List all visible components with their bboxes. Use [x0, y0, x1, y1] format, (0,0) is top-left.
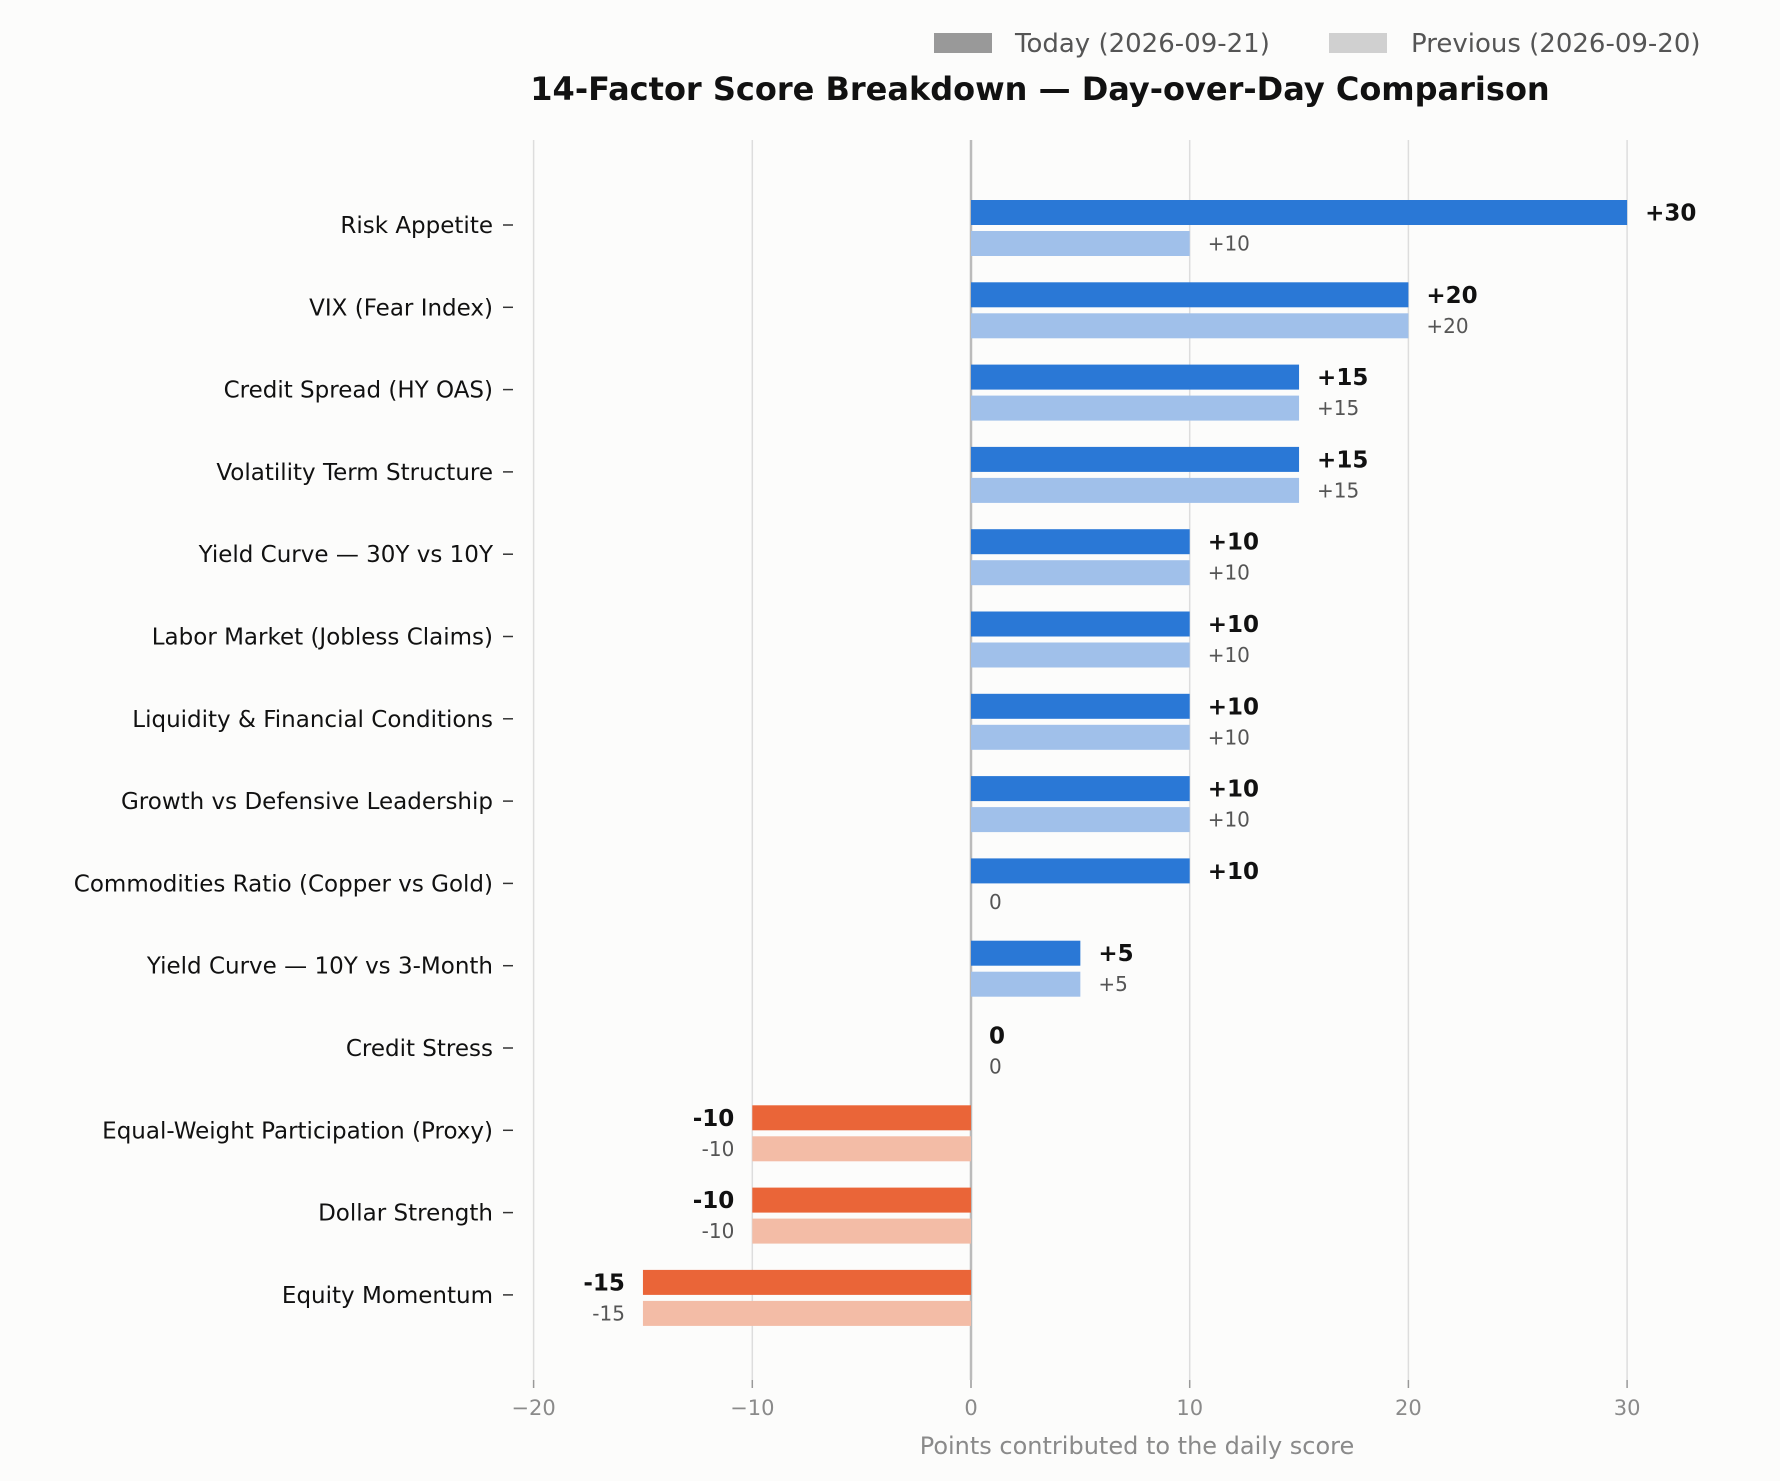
data-label-today: -15: [583, 1270, 625, 1296]
bar-today: [971, 611, 1190, 637]
bar-today: [971, 364, 1300, 390]
data-label-previous: +15: [1317, 396, 1359, 420]
bar-today: [752, 1105, 971, 1131]
bar-today: [642, 1269, 971, 1295]
bar-previous: [971, 724, 1190, 750]
data-label-today: +5: [1098, 941, 1133, 967]
data-label-today: +10: [1208, 777, 1259, 803]
x-tick-label: 30: [1614, 1396, 1641, 1420]
data-label-previous: -10: [702, 1137, 735, 1161]
x-tick-label: 10: [1176, 1396, 1203, 1420]
y-tick-label: Equity Momentum: [282, 1283, 493, 1309]
data-label-today: +10: [1208, 694, 1259, 720]
data-labels: +30 +10 +20 +20 +15 +15 +15 +15 +10 +10 +10 +10 +10 +…: [583, 201, 1696, 1326]
y-tick-label: Yield Curve — 30Y vs 10Y: [198, 542, 494, 568]
data-label-previous: +10: [1208, 808, 1250, 832]
data-label-previous: +10: [1208, 643, 1250, 667]
y-tick-label: Growth vs Defensive Leadership: [121, 789, 493, 815]
data-label-today: +10: [1208, 612, 1259, 638]
y-tick-label: Liquidity & Financial Conditions: [132, 707, 493, 733]
data-label-previous: +20: [1426, 314, 1468, 338]
chart-title: 14-Factor Score Breakdown — Day-over-Day…: [530, 70, 1549, 108]
x-tick-label: −20: [511, 1396, 555, 1420]
bar-previous: [971, 642, 1190, 668]
bar-previous: [971, 807, 1190, 833]
data-label-today: +15: [1317, 365, 1368, 391]
legend-swatch-today: [934, 33, 992, 53]
data-label-today: 0: [989, 1024, 1005, 1050]
data-label-today: +15: [1317, 447, 1368, 473]
y-tick-label: Yield Curve — 10Y vs 3-Month: [146, 954, 493, 980]
bar-today: [971, 446, 1300, 472]
bar-previous: [752, 1136, 971, 1162]
y-axis-ticks: Risk Appetite VIX (Fear Index) Credit Spre…: [74, 213, 513, 1309]
bar-today: [971, 940, 1081, 966]
data-label-previous: -10: [702, 1219, 735, 1243]
bar-previous: [971, 313, 1409, 339]
bar-today: [971, 529, 1190, 555]
bar-today: [971, 282, 1409, 308]
data-label-today: +30: [1645, 201, 1696, 227]
x-axis-ticks: −20 −10 0 10 20 30: [511, 1380, 1640, 1420]
data-label-today: +10: [1208, 859, 1259, 885]
data-label-previous: +15: [1317, 478, 1359, 502]
data-label-previous: 0: [989, 1055, 1002, 1079]
data-label-previous: -15: [592, 1301, 625, 1325]
bar-previous: [971, 560, 1190, 586]
data-label-today: -10: [693, 1106, 735, 1132]
data-label-today: +10: [1208, 530, 1259, 556]
bar-previous: [971, 971, 1081, 997]
bar-today: [752, 1187, 971, 1213]
data-label-previous: +10: [1208, 561, 1250, 585]
x-tick-label: 0: [964, 1396, 977, 1420]
legend-label-previous: Previous (2026-09-20): [1411, 29, 1701, 59]
x-axis-label: Points contributed to the daily score: [920, 1432, 1355, 1460]
bars: [642, 200, 1628, 1326]
bar-previous: [971, 231, 1190, 256]
data-label-previous: 0: [989, 890, 1002, 914]
bar-today: [971, 200, 1628, 225]
bar-previous: [971, 395, 1300, 421]
y-tick-label: Credit Stress: [346, 1036, 493, 1062]
y-tick-label: Credit Spread (HY OAS): [224, 378, 493, 404]
legend-swatch-previous: [1329, 33, 1387, 53]
legend: Today (2026-09-21) Previous (2026-09-20): [934, 29, 1701, 59]
data-label-previous: +10: [1208, 725, 1250, 749]
grid-lines: [532, 140, 1628, 1380]
x-tick-label: −10: [730, 1396, 774, 1420]
y-tick-label: Equal-Weight Participation (Proxy): [102, 1118, 493, 1144]
y-tick-label: VIX (Fear Index): [309, 295, 493, 321]
bar-today: [971, 776, 1190, 802]
y-tick-label: Volatility Term Structure: [216, 460, 493, 486]
x-tick-label: 20: [1395, 1396, 1422, 1420]
data-label-previous: +5: [1098, 972, 1127, 996]
y-tick-label: Commodities Ratio (Copper vs Gold): [74, 871, 493, 897]
data-label-previous: +10: [1208, 232, 1250, 256]
legend-label-today: Today (2026-09-21): [1014, 29, 1270, 59]
y-tick-label: Labor Market (Jobless Claims): [152, 625, 493, 651]
data-label-today: +20: [1426, 283, 1477, 309]
bar-today: [971, 693, 1190, 719]
y-tick-label: Risk Appetite: [340, 213, 493, 239]
y-tick-label: Dollar Strength: [318, 1201, 493, 1227]
data-label-today: -10: [693, 1188, 735, 1214]
bar-previous: [752, 1218, 971, 1244]
bar-previous: [642, 1300, 971, 1326]
bar-today: [971, 858, 1190, 884]
bar-previous: [971, 477, 1300, 503]
